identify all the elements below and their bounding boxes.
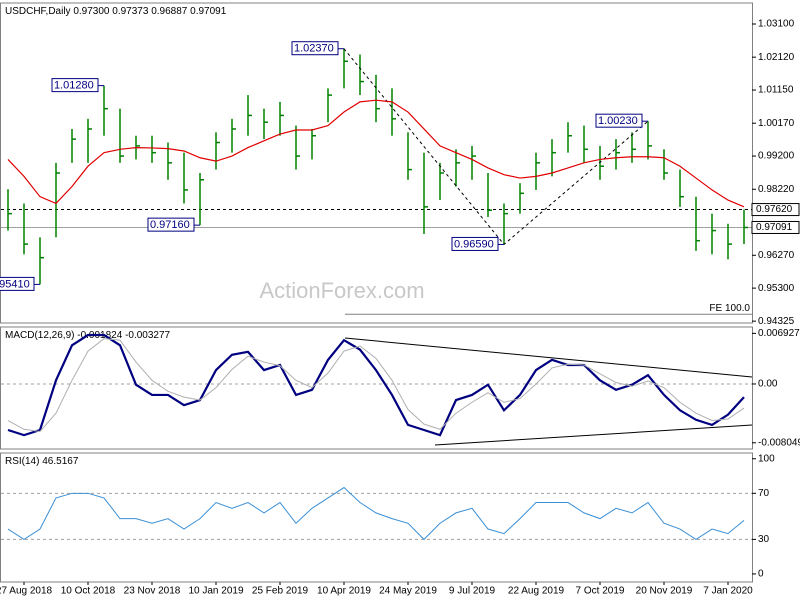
- y-tick-label: 1.01150: [758, 85, 794, 96]
- x-tick-label: 10 Oct 2018: [61, 586, 116, 597]
- y-tick-label: 0.96270: [758, 250, 795, 261]
- y-tick-label: 30: [758, 534, 770, 545]
- y-tick-label: 0.98220: [758, 184, 795, 195]
- y-tick-label: 70: [758, 488, 770, 499]
- y-tick-label: 1.02120: [758, 52, 795, 63]
- panel-frame: [0, 452, 753, 583]
- header-value: 0.97091: [190, 6, 227, 17]
- header-value: 0.97373: [112, 6, 149, 17]
- x-tick-label: 7 Oct 2019: [576, 586, 625, 597]
- y-tick-label: 0.006927: [758, 328, 800, 339]
- macd-trendline: [344, 337, 753, 378]
- y-tick-label: 0.00: [758, 379, 778, 390]
- x-tick-label: 20 Nov 2019: [636, 586, 693, 597]
- x-tick-label: 27 Aug 2018: [0, 586, 53, 597]
- annotation-label: 1.02370: [294, 43, 334, 55]
- series-line: [7, 99, 745, 208]
- panel-frame: [0, 2, 753, 324]
- y-tick-label: 0: [758, 569, 764, 580]
- annotation-box: [291, 41, 339, 56]
- price-line-box: [751, 203, 800, 217]
- fe-label: FE 100.0: [709, 303, 750, 314]
- annotation-box: [0, 276, 35, 291]
- panel-title: MACD(12,26,9): [5, 330, 74, 341]
- header-value: 46.5167: [42, 456, 79, 467]
- x-tick-label: 23 Nov 2018: [124, 586, 181, 597]
- y-tick-label: 0.95300: [758, 283, 795, 294]
- annotation-label: 1.00230: [598, 115, 638, 127]
- series-line: [7, 486, 745, 541]
- price-line-label: 0.97091: [756, 222, 793, 233]
- y-tick-label: 0.94325: [758, 316, 795, 327]
- annotation-box: [147, 217, 195, 232]
- y-tick-label: 1.03100: [758, 19, 795, 30]
- x-tick-label: 9 Jul 2019: [449, 586, 496, 597]
- x-tick-label: 10 Jan 2019: [188, 586, 243, 597]
- annotation-label: 0.96590: [454, 238, 494, 250]
- x-tick-label: 24 May 2019: [379, 586, 437, 597]
- annotation-label: 1.01280: [54, 80, 94, 92]
- x-tick-label: 25 Feb 2019: [252, 586, 309, 597]
- x-tick-label: 7 Jan 2020: [703, 586, 753, 597]
- y-tick-label: 100: [758, 453, 775, 464]
- annotation-box: [51, 78, 99, 93]
- macd-trendline: [434, 424, 753, 446]
- x-tick-label: 10 Apr 2019: [317, 586, 371, 597]
- header-value: -0.003277: [125, 330, 170, 341]
- price-line-box: [751, 220, 800, 234]
- y-tick-label: 0.99200: [758, 151, 795, 162]
- y-tick-label: 1.00170: [758, 118, 795, 129]
- annotation-box: [595, 113, 643, 128]
- y-tick-label: -0.008049: [758, 437, 800, 448]
- header-value: 0.96887: [151, 6, 188, 17]
- header-value: 0.97300: [73, 6, 110, 17]
- panel-title: USDCHF,Daily: [5, 6, 71, 17]
- panel-header: RSI(14) 46.5167: [5, 456, 79, 467]
- x-tick-label: 22 Aug 2019: [508, 586, 565, 597]
- annotation-label: 0.95410: [0, 278, 30, 290]
- panel-title: RSI(14): [5, 456, 39, 467]
- panel-frame: [0, 326, 753, 450]
- panel-header: USDCHF,Daily 0.97300 0.97373 0.96887 0.9…: [5, 6, 227, 17]
- price-line-label: 0.97620: [756, 204, 793, 215]
- watermark: ActionForex.com: [259, 278, 424, 303]
- annotation-label: 0.97160: [150, 219, 190, 231]
- series-line: [7, 338, 745, 432]
- annotation-box: [451, 236, 499, 251]
- series-line: [7, 333, 745, 437]
